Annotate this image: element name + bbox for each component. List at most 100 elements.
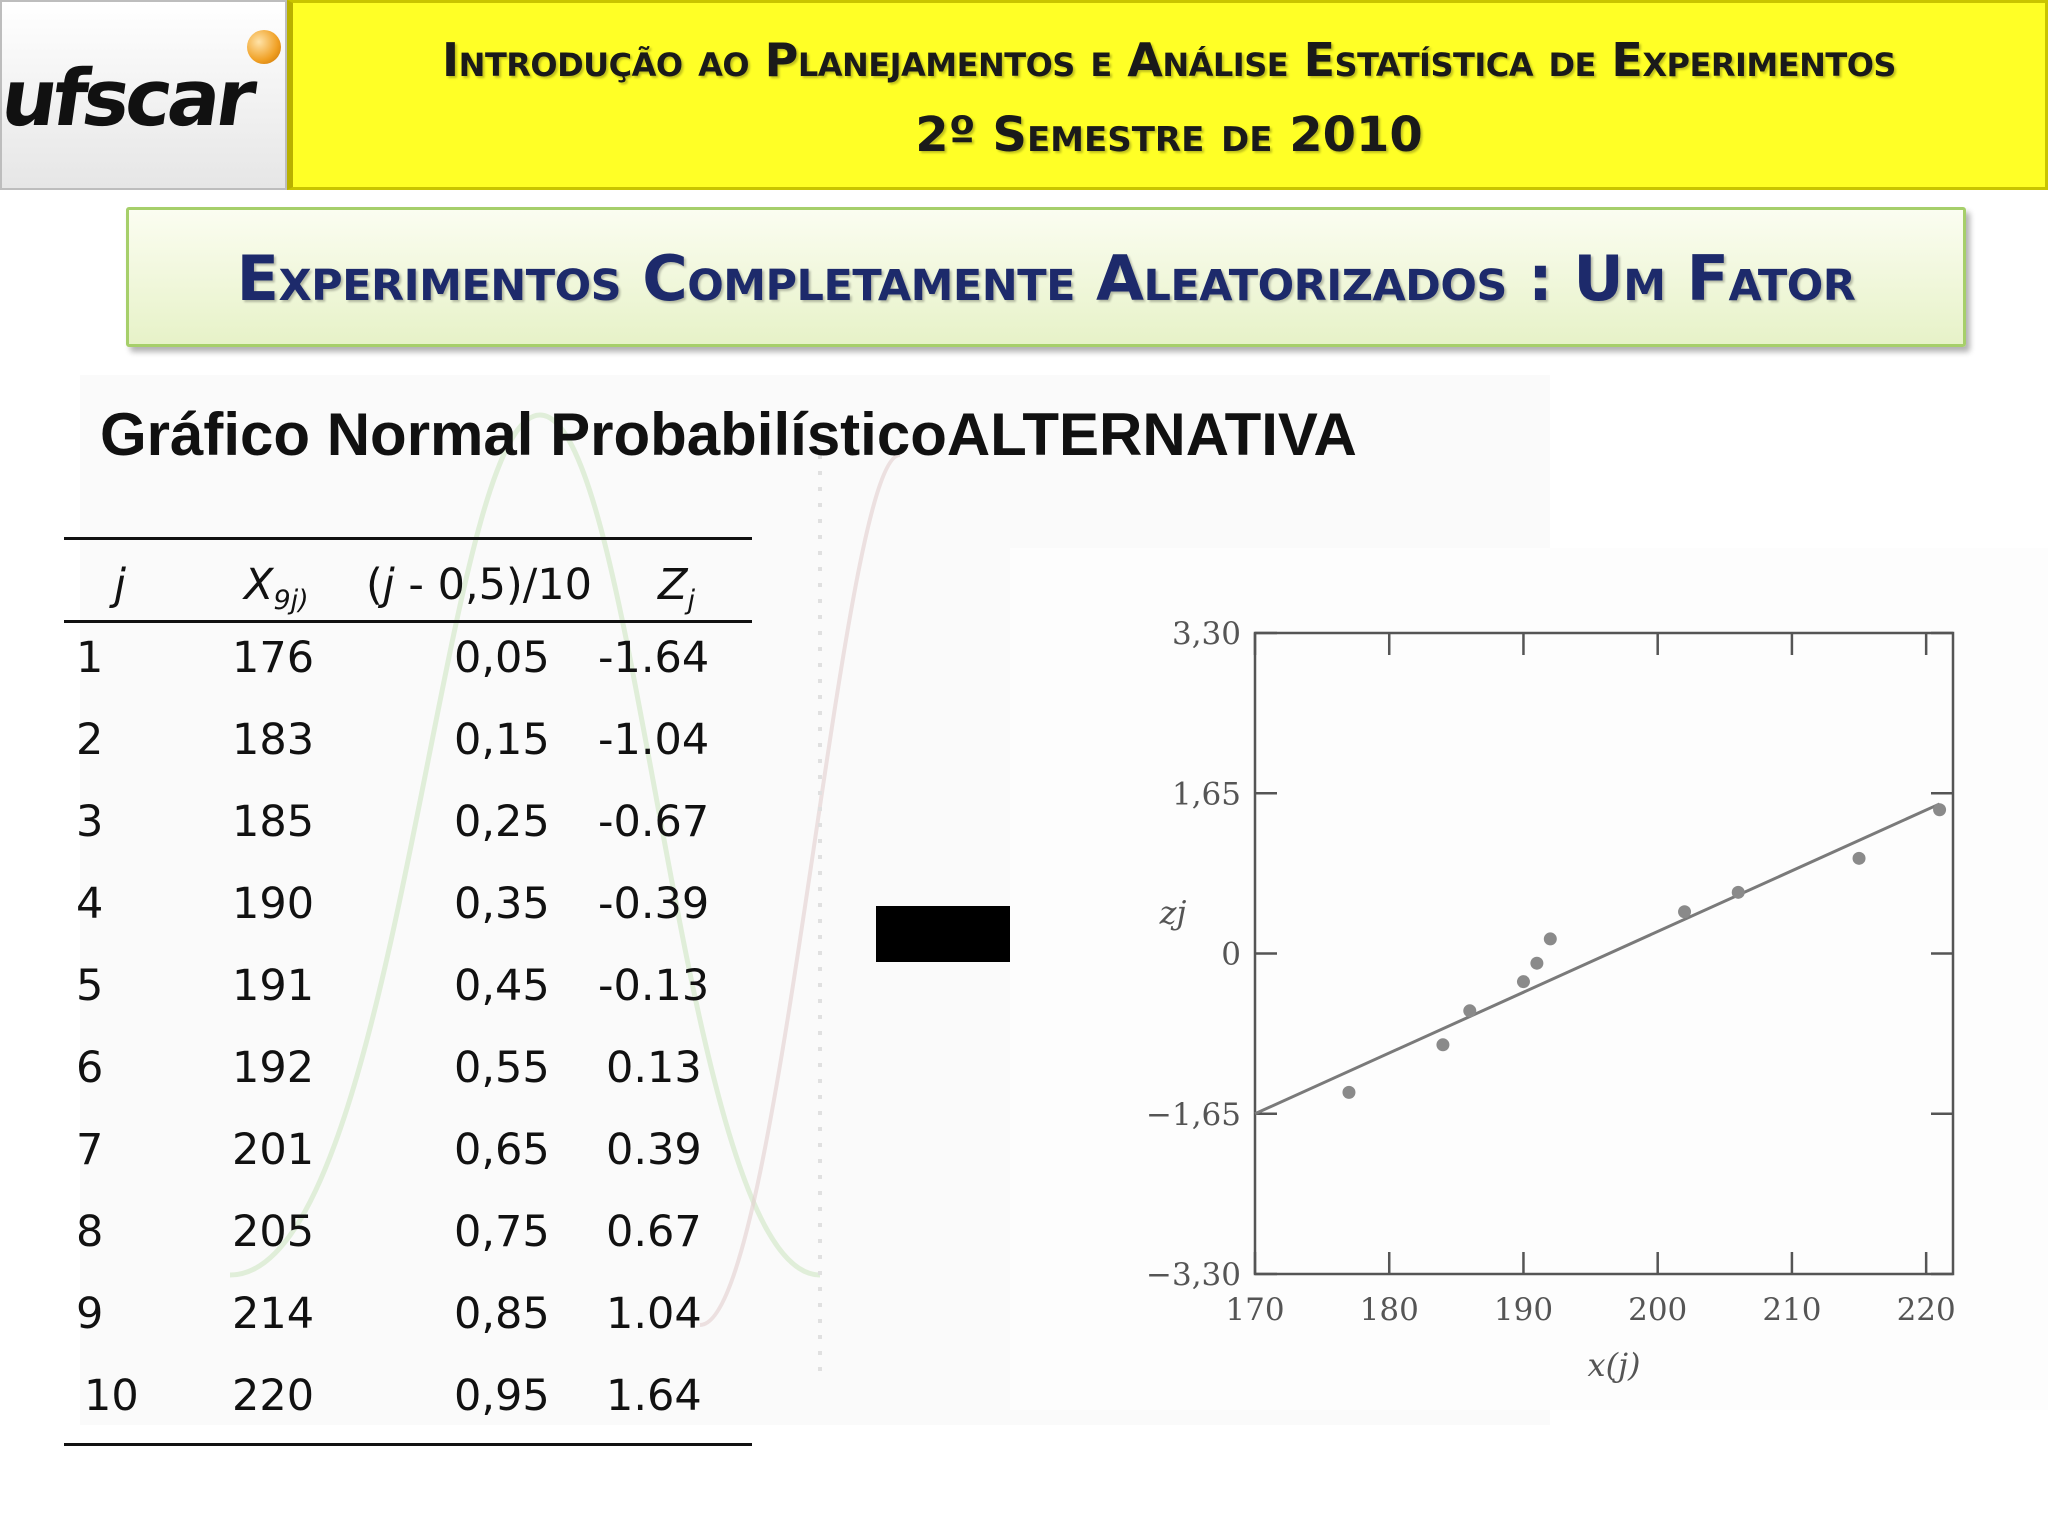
data-point <box>1342 1085 1356 1099</box>
header-j: j <box>114 560 126 610</box>
cell-j: 7 <box>76 1125 104 1175</box>
cell-j: 2 <box>76 715 104 765</box>
header-p-rest: - 0,5)/10 <box>394 560 592 610</box>
cell-p: 0,85 <box>454 1289 550 1339</box>
header-p: (j - 0,5)/10 <box>366 560 592 610</box>
data-point <box>1436 1038 1450 1052</box>
logo-orange-dot <box>247 30 281 64</box>
cell-z: -1.64 <box>598 633 710 683</box>
cell-p: 0,95 <box>454 1371 550 1421</box>
cell-j: 4 <box>76 879 104 929</box>
cell-j: 10 <box>84 1371 139 1421</box>
data-point <box>1933 803 1947 817</box>
x-tick-label: 210 <box>1762 1292 1821 1328</box>
cell-j: 3 <box>76 797 104 847</box>
cell-x: 185 <box>232 797 315 847</box>
data-point <box>1678 905 1692 919</box>
cell-z: -0.67 <box>598 797 710 847</box>
section-title: Experimentos Completamente Aleatorizados… <box>236 242 1856 315</box>
fit-line <box>1254 802 1941 1116</box>
course-title: Introdução ao Planejamentos e Análise Es… <box>442 33 1896 87</box>
cell-p: 0,75 <box>454 1207 550 1257</box>
x-tick-label: 220 <box>1897 1292 1956 1328</box>
cell-x: 220 <box>232 1371 315 1421</box>
data-point <box>1516 975 1530 989</box>
table-row: 10 220 0,95 1.64 <box>64 1361 752 1443</box>
data-point <box>1530 956 1544 970</box>
data-point <box>1731 885 1745 899</box>
x-tick-label: 170 <box>1225 1292 1284 1328</box>
header-p-j: j <box>382 560 395 610</box>
cell-z: 1.64 <box>606 1371 702 1421</box>
semester-label: 2º Semestre de 2010 <box>915 107 1423 163</box>
cell-x: 190 <box>232 879 315 929</box>
cell-p: 0,55 <box>454 1043 550 1093</box>
y-axis-label: zj <box>1159 894 1187 932</box>
cell-z: 0.39 <box>606 1125 702 1175</box>
header-z: Zj <box>658 560 695 616</box>
normal-probability-plot: 3,30 1,65 0 −1,65 −3,30 170 180 190 200 210 220 x(j… <box>1010 548 2048 1410</box>
data-point <box>1463 1004 1477 1018</box>
logo-text: ufscar <box>0 54 258 144</box>
x-tick-label: 190 <box>1494 1292 1553 1328</box>
cell-x: 176 <box>232 633 315 683</box>
table-row: 2 183 0,15 -1.04 <box>64 705 752 787</box>
plot-frame <box>1253 631 1955 1276</box>
y-tick-label: 0 <box>1221 937 1241 973</box>
table-header-rule <box>64 620 752 623</box>
table-row: 6 192 0,55 0.13 <box>64 1033 752 1115</box>
cell-p: 0,05 <box>454 633 550 683</box>
header-z-sub: j <box>687 585 695 616</box>
table-row: 5 191 0,45 -0.13 <box>64 951 752 1033</box>
cell-x: 205 <box>232 1207 315 1257</box>
table-row: 4 190 0,35 -0.39 <box>64 869 752 951</box>
cell-p: 0,35 <box>454 879 550 929</box>
cell-p: 0,15 <box>454 715 550 765</box>
section-title-box: Experimentos Completamente Aleatorizados… <box>126 207 1966 347</box>
cell-z: -0.39 <box>598 879 710 929</box>
cell-x: 201 <box>232 1125 315 1175</box>
cell-p: 0,65 <box>454 1125 550 1175</box>
header-p-open: ( <box>366 560 383 610</box>
header-banner: Introdução ao Planejamentos e Análise Es… <box>287 0 2048 190</box>
ufscar-logo: ufscar <box>0 0 287 190</box>
cell-x: 183 <box>232 715 315 765</box>
cell-j: 9 <box>76 1289 104 1339</box>
table-body: 1 176 0,05 -1.64 2 183 0,15 -1.04 3 185 0,25 -0.67 4… <box>64 623 752 1443</box>
data-table: j X9j) (j - 0,5)/10 Zj 1 176 0,05 -1.64 2 183… <box>64 537 752 1446</box>
data-point <box>1852 851 1866 865</box>
cell-z: 1.04 <box>606 1289 702 1339</box>
slide-subtitle: Gráfico Normal ProbabilísticoALTERNATIVA <box>100 401 1357 468</box>
cell-p: 0,45 <box>454 961 550 1011</box>
header-x-sub: 9j) <box>273 585 309 616</box>
cell-j: 8 <box>76 1207 104 1257</box>
cell-j: 6 <box>76 1043 104 1093</box>
data-point <box>1543 932 1557 946</box>
cell-x: 192 <box>232 1043 315 1093</box>
x-tick-label: 180 <box>1360 1292 1419 1328</box>
table-row: 9 214 0,85 1.04 <box>64 1279 752 1361</box>
y-tick-label: −3,30 <box>1146 1257 1241 1293</box>
cell-z: -1.04 <box>598 715 710 765</box>
cell-x: 214 <box>232 1289 315 1339</box>
table-top-rule <box>64 537 752 540</box>
table-row: 8 205 0,75 0.67 <box>64 1197 752 1279</box>
table-header-row: j X9j) (j - 0,5)/10 Zj <box>64 540 752 620</box>
table-row: 7 201 0,65 0.39 <box>64 1115 752 1197</box>
cell-z: 0.67 <box>606 1207 702 1257</box>
table-bottom-rule <box>64 1443 752 1446</box>
header-z-main: Z <box>658 560 688 610</box>
y-tick-label: −1,65 <box>1146 1097 1241 1133</box>
cell-j: 1 <box>76 633 104 683</box>
x-tick-label: 200 <box>1628 1292 1687 1328</box>
cell-z: 0.13 <box>606 1043 702 1093</box>
cell-x: 191 <box>232 961 315 1011</box>
table-row: 3 185 0,25 -0.67 <box>64 787 752 869</box>
cell-p: 0,25 <box>454 797 550 847</box>
header-x: X9j) <box>244 560 309 616</box>
y-tick-label: 1,65 <box>1172 776 1241 812</box>
x-axis-label: x(j) <box>1588 1346 1641 1384</box>
cell-z: -0.13 <box>598 961 710 1011</box>
cell-j: 5 <box>76 961 104 1011</box>
